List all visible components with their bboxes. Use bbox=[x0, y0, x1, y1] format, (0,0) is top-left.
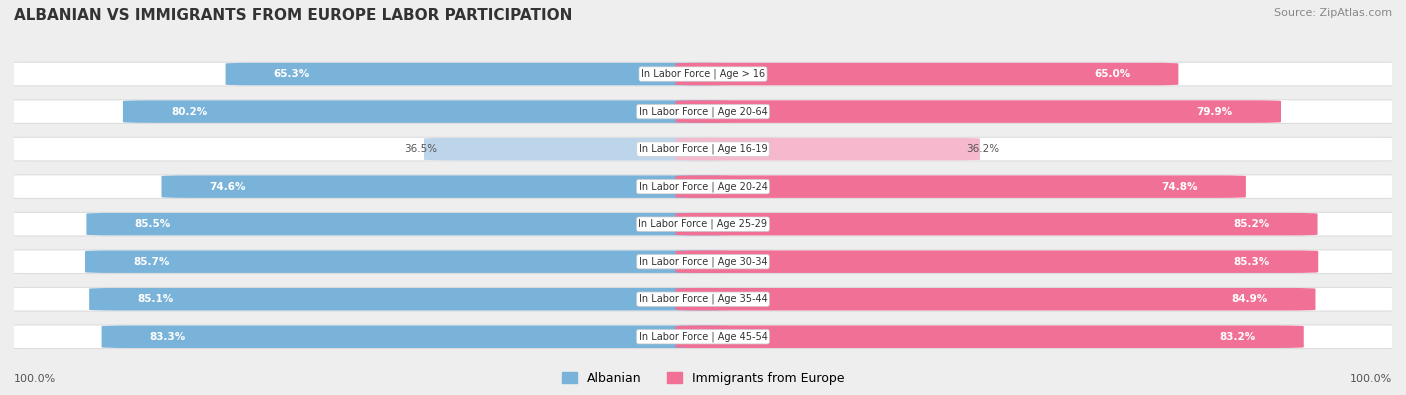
Text: 36.2%: 36.2% bbox=[966, 144, 1000, 154]
Text: 80.2%: 80.2% bbox=[172, 107, 208, 117]
Text: 83.3%: 83.3% bbox=[150, 332, 186, 342]
Text: In Labor Force | Age 20-24: In Labor Force | Age 20-24 bbox=[638, 181, 768, 192]
Text: 100.0%: 100.0% bbox=[1350, 374, 1392, 384]
Text: 85.7%: 85.7% bbox=[134, 257, 170, 267]
Text: 84.9%: 84.9% bbox=[1232, 294, 1267, 304]
Text: 74.8%: 74.8% bbox=[1161, 182, 1198, 192]
Text: 36.5%: 36.5% bbox=[405, 144, 437, 154]
Text: 100.0%: 100.0% bbox=[14, 374, 56, 384]
FancyBboxPatch shape bbox=[675, 138, 980, 160]
FancyBboxPatch shape bbox=[4, 62, 1402, 86]
FancyBboxPatch shape bbox=[84, 250, 731, 273]
FancyBboxPatch shape bbox=[122, 100, 731, 123]
FancyBboxPatch shape bbox=[162, 175, 731, 198]
Text: In Labor Force | Age 45-54: In Labor Force | Age 45-54 bbox=[638, 331, 768, 342]
Text: In Labor Force | Age 16-19: In Labor Force | Age 16-19 bbox=[638, 144, 768, 154]
Text: 85.1%: 85.1% bbox=[138, 294, 173, 304]
FancyBboxPatch shape bbox=[4, 175, 1402, 198]
FancyBboxPatch shape bbox=[89, 288, 731, 310]
Text: In Labor Force | Age > 16: In Labor Force | Age > 16 bbox=[641, 69, 765, 79]
Text: In Labor Force | Age 35-44: In Labor Force | Age 35-44 bbox=[638, 294, 768, 305]
FancyBboxPatch shape bbox=[675, 213, 1317, 235]
FancyBboxPatch shape bbox=[4, 137, 1402, 161]
FancyBboxPatch shape bbox=[4, 100, 1402, 123]
Text: 85.3%: 85.3% bbox=[1233, 257, 1270, 267]
Text: In Labor Force | Age 30-34: In Labor Force | Age 30-34 bbox=[638, 256, 768, 267]
FancyBboxPatch shape bbox=[4, 213, 1402, 236]
Text: 74.6%: 74.6% bbox=[209, 182, 246, 192]
FancyBboxPatch shape bbox=[675, 100, 1281, 123]
FancyBboxPatch shape bbox=[4, 288, 1402, 311]
FancyBboxPatch shape bbox=[4, 250, 1402, 273]
Text: 85.2%: 85.2% bbox=[1233, 219, 1270, 229]
FancyBboxPatch shape bbox=[101, 325, 731, 348]
Text: In Labor Force | Age 20-64: In Labor Force | Age 20-64 bbox=[638, 106, 768, 117]
FancyBboxPatch shape bbox=[675, 325, 1303, 348]
Text: In Labor Force | Age 25-29: In Labor Force | Age 25-29 bbox=[638, 219, 768, 229]
Text: 85.5%: 85.5% bbox=[135, 219, 172, 229]
FancyBboxPatch shape bbox=[4, 325, 1402, 348]
FancyBboxPatch shape bbox=[675, 63, 1178, 85]
Text: Source: ZipAtlas.com: Source: ZipAtlas.com bbox=[1274, 8, 1392, 18]
Text: 65.0%: 65.0% bbox=[1094, 69, 1130, 79]
FancyBboxPatch shape bbox=[675, 175, 1246, 198]
Text: ALBANIAN VS IMMIGRANTS FROM EUROPE LABOR PARTICIPATION: ALBANIAN VS IMMIGRANTS FROM EUROPE LABOR… bbox=[14, 8, 572, 23]
FancyBboxPatch shape bbox=[225, 63, 731, 85]
FancyBboxPatch shape bbox=[675, 250, 1319, 273]
FancyBboxPatch shape bbox=[675, 288, 1316, 310]
FancyBboxPatch shape bbox=[86, 213, 731, 235]
Text: 65.3%: 65.3% bbox=[274, 69, 311, 79]
Text: 79.9%: 79.9% bbox=[1197, 107, 1233, 117]
Legend: Albanian, Immigrants from Europe: Albanian, Immigrants from Europe bbox=[562, 372, 844, 385]
FancyBboxPatch shape bbox=[425, 138, 731, 160]
Text: 83.2%: 83.2% bbox=[1219, 332, 1256, 342]
